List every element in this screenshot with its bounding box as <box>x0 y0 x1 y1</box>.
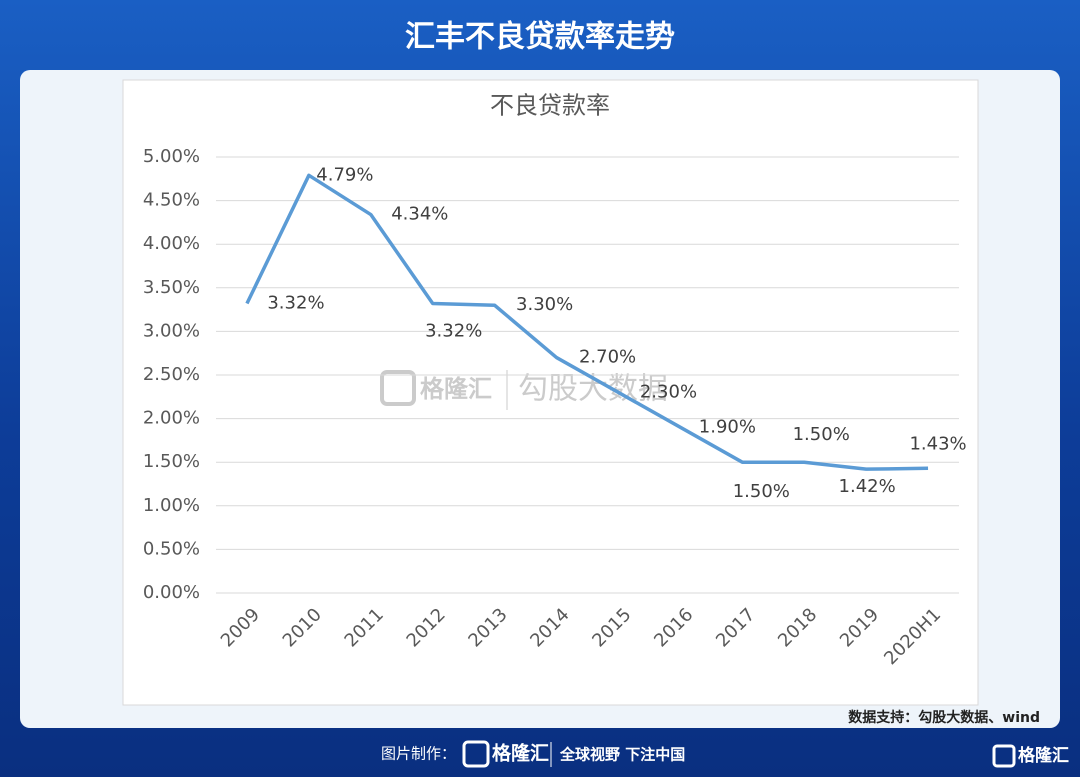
watermark-logo <box>380 370 416 406</box>
data-label: 3.30% <box>516 294 573 315</box>
y-tick-label: 4.50% <box>143 190 200 211</box>
y-tick-label: 1.00% <box>143 495 200 516</box>
y-tick-label: 2.00% <box>143 408 200 429</box>
data-label: 4.34% <box>391 204 448 225</box>
data-label: 1.50% <box>793 424 850 445</box>
data-label: 1.50% <box>733 481 790 502</box>
chart-frame <box>122 79 979 706</box>
y-tick-label: 0.00% <box>143 582 200 603</box>
y-tick-label: 1.50% <box>143 451 200 472</box>
source: 数据支持：勾股大数据、wind <box>848 709 1040 726</box>
y-tick-label: 5.00% <box>143 146 200 167</box>
y-tick-label: 3.50% <box>143 277 200 298</box>
footer-slogan: 全球视野 下注中国 <box>559 746 685 764</box>
data-line <box>245 173 929 471</box>
footer-logo <box>462 740 490 768</box>
chart-title: 不良贷款率 <box>490 93 610 120</box>
data-label: 2.70% <box>579 347 636 368</box>
footer-credit: 图片制作： <box>381 745 456 763</box>
data-label: 1.43% <box>909 433 966 454</box>
footer-brand: 格隆汇 <box>492 742 549 765</box>
y-tick-label: 3.00% <box>143 320 200 341</box>
data-label: 2.30% <box>640 381 697 402</box>
data-label: 3.32% <box>267 292 324 313</box>
corner-logo <box>992 744 1016 768</box>
y-tick-label: 0.50% <box>143 538 200 559</box>
y-tick-label: 2.50% <box>143 364 200 385</box>
data-label: 1.42% <box>839 476 896 497</box>
watermark-brand: 格隆汇 <box>420 375 492 403</box>
data-label: 4.79% <box>316 164 373 185</box>
page-title: 汇丰不良贷款率走势 <box>405 20 675 55</box>
data-label: 1.90% <box>699 416 756 437</box>
corner-brand: 格隆汇 <box>1018 745 1069 766</box>
data-label: 3.32% <box>425 320 482 341</box>
y-tick-label: 4.00% <box>143 233 200 254</box>
